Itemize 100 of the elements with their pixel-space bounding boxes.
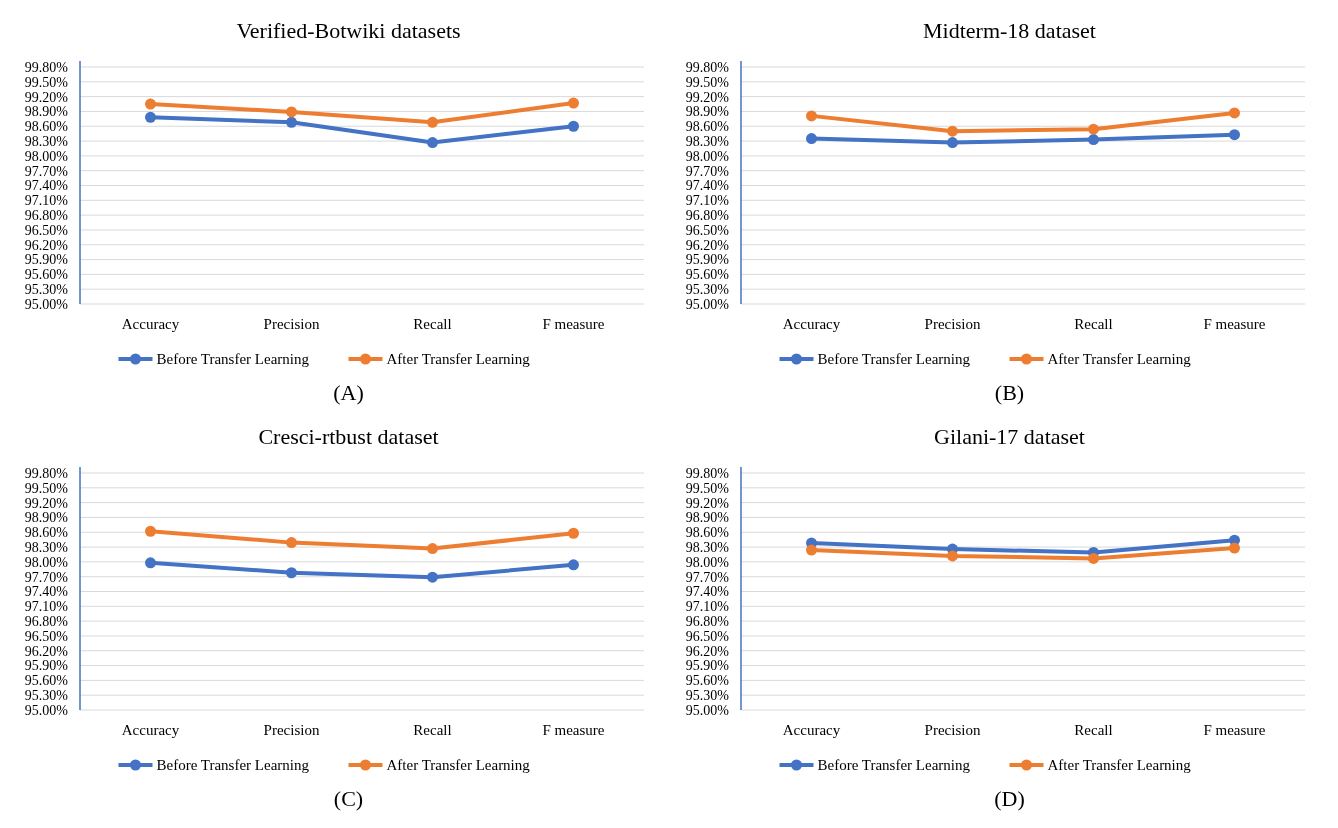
y-tick-label: 95.00% [685, 702, 730, 718]
point [947, 550, 958, 562]
y-tick-label: 95.00% [685, 296, 730, 312]
y-tick-label: 99.80% [24, 59, 69, 75]
y-tick-label: 95.60% [24, 673, 69, 689]
chart-title: Gilani-17 dataset [934, 424, 1085, 449]
y-tick-label: 97.70% [24, 569, 69, 585]
y-tick-label: 95.90% [685, 252, 730, 268]
y-tick-label: 98.90% [685, 104, 730, 120]
x-tick-label: Recall [1074, 316, 1113, 332]
point [568, 97, 579, 109]
y-tick-label: 97.40% [24, 178, 69, 194]
y-tick-label: 95.60% [685, 673, 730, 689]
legend-label: Before Transfer Learning [156, 757, 310, 774]
x-tick-label: Accuracy [782, 316, 841, 332]
y-tick-label: 96.20% [685, 237, 730, 253]
y-tick-label: 98.00% [685, 554, 730, 570]
legend-label: Before Transfer Learning [817, 757, 971, 774]
point [145, 557, 156, 569]
y-tick-label: 97.10% [685, 599, 730, 615]
legend-label: Before Transfer Learning [156, 351, 310, 368]
y-tick-label: 96.80% [685, 208, 730, 224]
y-tick-label: 95.30% [24, 688, 69, 704]
chart-title: Midterm-18 dataset [923, 18, 1096, 43]
y-tick-label: 99.80% [24, 465, 69, 481]
point [145, 525, 156, 537]
y-tick-label: 98.90% [24, 510, 69, 526]
point [427, 116, 438, 128]
y-tick-label: 95.90% [24, 252, 69, 268]
point [145, 111, 156, 123]
y-tick-label: 96.80% [685, 614, 730, 630]
y-tick-label: 98.90% [24, 104, 69, 120]
text: (C) [333, 786, 364, 811]
point [286, 567, 297, 579]
y-tick-label: 99.20% [24, 495, 69, 511]
y-tick-label: 98.60% [24, 525, 69, 541]
chart-title: Verified-Botwiki datasets [236, 18, 461, 43]
y-tick-label: 96.20% [24, 643, 69, 659]
point [1088, 552, 1099, 564]
point [1088, 123, 1099, 135]
y-tick-label: 95.60% [24, 267, 69, 283]
y-tick-label: 97.10% [685, 193, 730, 209]
y-tick-label: 95.90% [24, 658, 69, 674]
y-tick-label: 95.30% [685, 688, 730, 704]
x-tick-label: Recall [413, 722, 452, 738]
point [286, 106, 297, 118]
x-tick-label: F measure [542, 316, 605, 332]
y-tick-label: 99.20% [685, 495, 730, 511]
point [427, 137, 438, 149]
y-tick-label: 99.80% [685, 59, 730, 75]
y-tick-label: 98.60% [24, 119, 69, 135]
y-tick-label: 96.20% [24, 237, 69, 253]
point [947, 125, 958, 137]
point [806, 544, 817, 556]
y-tick-label: 99.50% [685, 480, 730, 496]
x-tick-label: Precision [924, 316, 981, 332]
legend-label: Before Transfer Learning [817, 351, 971, 368]
point [806, 133, 817, 145]
y-tick-label: 99.50% [24, 74, 69, 90]
point [1229, 129, 1240, 141]
x-tick-label: Accuracy [121, 316, 180, 332]
text: (B) [994, 380, 1025, 405]
point [1229, 542, 1240, 554]
x-tick-label: F measure [542, 722, 605, 738]
x-tick-label: Recall [413, 316, 452, 332]
legend-label: After Transfer Learning [1047, 757, 1192, 774]
y-tick-label: 98.00% [24, 148, 69, 164]
y-tick-label: 96.50% [685, 222, 730, 238]
x-tick-label: Precision [263, 722, 320, 738]
y-tick-label: 98.30% [24, 539, 69, 555]
y-tick-label: 97.10% [24, 193, 69, 209]
point [1229, 107, 1240, 119]
y-tick-label: 95.90% [685, 658, 730, 674]
x-tick-label: Precision [263, 316, 320, 332]
x-tick-label: Accuracy [121, 722, 180, 738]
x-tick-label: F measure [1203, 316, 1266, 332]
y-tick-label: 95.30% [24, 282, 69, 298]
point [568, 120, 579, 132]
y-tick-label: 99.50% [685, 74, 730, 90]
y-tick-label: 98.00% [24, 554, 69, 570]
y-tick-label: 99.20% [24, 89, 69, 105]
point [427, 571, 438, 583]
y-tick-label: 97.70% [685, 163, 730, 179]
point [947, 137, 958, 149]
point [806, 110, 817, 122]
point [145, 98, 156, 110]
y-tick-label: 96.50% [685, 628, 730, 644]
y-tick-label: 95.00% [24, 296, 69, 312]
x-tick-label: Recall [1074, 722, 1113, 738]
legend-label: After Transfer Learning [1047, 351, 1192, 368]
y-tick-label: 95.00% [24, 702, 69, 718]
y-tick-label: 97.40% [685, 584, 730, 600]
point [568, 559, 579, 571]
y-tick-label: 97.70% [685, 569, 730, 585]
y-tick-label: 95.30% [685, 282, 730, 298]
legend-label: After Transfer Learning [386, 351, 531, 368]
point [427, 543, 438, 555]
text: (D) [994, 786, 1025, 811]
x-tick-label: Precision [924, 722, 981, 738]
y-tick-label: 97.10% [24, 599, 69, 615]
